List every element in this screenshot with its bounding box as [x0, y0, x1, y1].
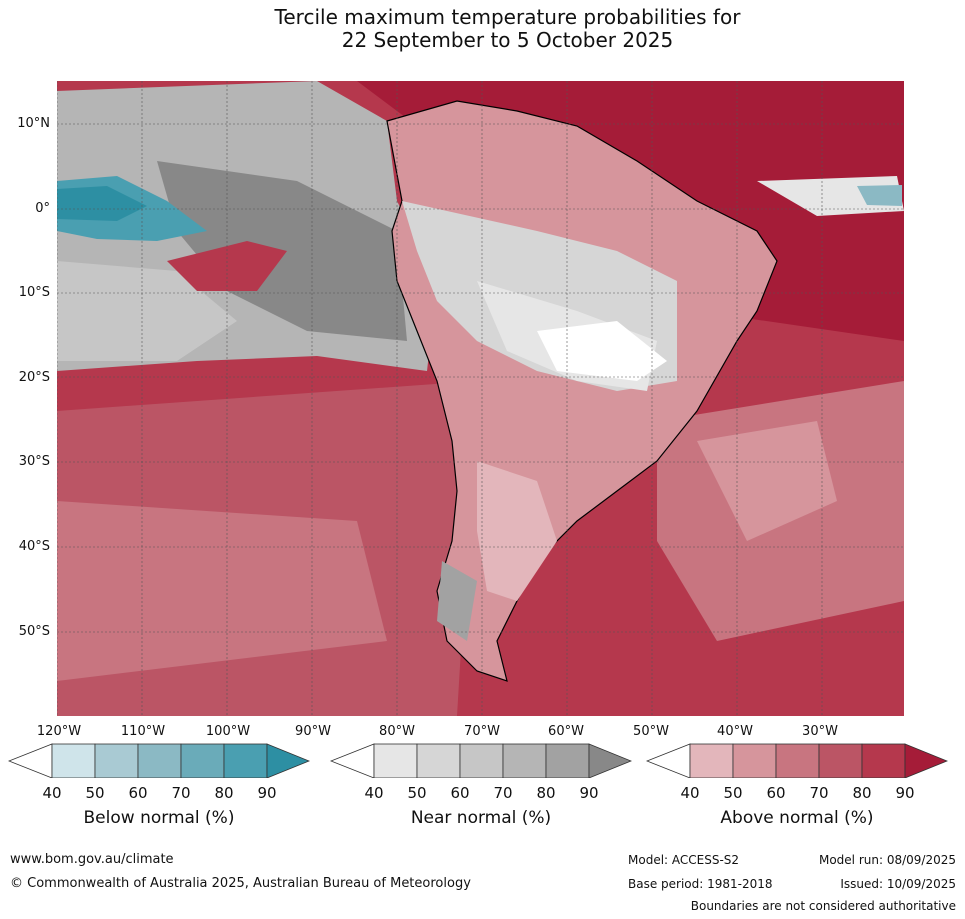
- lon-label-40w: 40°W: [717, 724, 753, 739]
- below-normal-core-zone: [57, 186, 147, 221]
- lat-label-20s: 20°S: [18, 370, 50, 385]
- south-pacific-light-zone: [57, 501, 387, 681]
- colorbar-segment: [545, 743, 590, 778]
- patagonia-light-zone: [477, 461, 557, 601]
- lon-label-50w: 50°W: [633, 724, 669, 739]
- colorbar-segment: [373, 743, 418, 778]
- legend-above-tick: 90: [895, 784, 915, 802]
- colorbar-segment: [732, 743, 777, 778]
- title-line-1: Tercile maximum temperature probabilitie…: [274, 5, 741, 29]
- south-atlantic-light-zone: [697, 421, 837, 541]
- colorbar-segment: [51, 743, 96, 778]
- legend-above-tick: 70: [809, 784, 829, 802]
- colorbar-segment: [775, 743, 820, 778]
- colorbar-extend-low: [330, 743, 375, 778]
- lon-label-80w: 80°W: [379, 724, 415, 739]
- lon-label-70w: 70°W: [464, 724, 500, 739]
- legend-above-tick: 40: [680, 784, 700, 802]
- legend-near-tick: 80: [536, 784, 556, 802]
- colorbar-above-normal: [646, 743, 948, 778]
- legend-above-tick: 60: [766, 784, 786, 802]
- footer-disclaimer: Boundaries are not considered authoritat…: [690, 899, 956, 913]
- graticule: [57, 81, 904, 716]
- legend-near-tick: 60: [450, 784, 470, 802]
- legend-below-tick: 90: [257, 784, 277, 802]
- patagonia-grey-zone: [437, 561, 477, 641]
- lon-label-30w: 30°W: [802, 724, 838, 739]
- colorbar-segment: [137, 743, 182, 778]
- colorbar-segment: [94, 743, 139, 778]
- colorbar-extend-high: [588, 743, 632, 778]
- footer-model: Model: ACCESS-S2: [628, 853, 740, 867]
- footer-copyright: © Commonwealth of Australia 2025, Austra…: [10, 876, 471, 891]
- legend-title-above-normal: Above normal (%): [720, 808, 874, 828]
- legend-near-tick: 40: [364, 784, 384, 802]
- neutral-zone: [537, 321, 667, 381]
- colorbar-segment: [818, 743, 863, 778]
- lon-label-60w: 60°W: [548, 724, 584, 739]
- colorbar-segment: [223, 743, 268, 778]
- legend-near-tick: 50: [407, 784, 427, 802]
- map-title: Tercile maximum temperature probabilitie…: [0, 6, 965, 52]
- lat-label-30s: 30°S: [18, 454, 50, 469]
- colorbar-extend-low: [8, 743, 53, 778]
- lat-label-10n: 10°N: [17, 116, 50, 131]
- lon-label-110w: 110°W: [120, 724, 166, 739]
- title-line-2: 22 September to 5 October 2025: [341, 28, 674, 52]
- legend-title-near-normal: Near normal (%): [410, 808, 552, 828]
- colorbar-segment: [689, 743, 734, 778]
- lat-label-50s: 50°S: [18, 624, 50, 639]
- colorbar-segment: [502, 743, 547, 778]
- colorbar-extend-high: [266, 743, 310, 778]
- legend-above-tick: 80: [852, 784, 872, 802]
- lat-label-0: 0°: [35, 201, 50, 216]
- lat-label-40s: 40°S: [18, 539, 50, 554]
- footer-base-period: Base period: 1981-2018: [628, 877, 773, 891]
- legend-below-tick: 70: [171, 784, 191, 802]
- legend-above-normal: [646, 740, 948, 778]
- colorbar-segment: [861, 743, 906, 778]
- legend-below-tick: 60: [128, 784, 148, 802]
- colorbar-segment: [416, 743, 461, 778]
- lat-label-10s: 10°S: [18, 285, 50, 300]
- legend-near-tick: 70: [493, 784, 513, 802]
- legend-near-normal: [330, 740, 632, 778]
- colorbar-below-normal: [8, 743, 310, 778]
- probability-map: [57, 81, 904, 716]
- legend-below-normal: [8, 740, 310, 778]
- lon-label-120w: 120°W: [36, 724, 82, 739]
- legend-title-below-normal: Below normal (%): [83, 808, 235, 828]
- colorbar-segment: [459, 743, 504, 778]
- colorbar-extend-high: [904, 743, 948, 778]
- footer-model-run: Model run: 08/09/2025: [818, 853, 956, 867]
- legend-below-tick: 50: [85, 784, 105, 802]
- atlantic-below-normal-patch: [857, 185, 902, 206]
- map-canvas: [57, 81, 904, 716]
- legend-near-tick: 90: [579, 784, 599, 802]
- colorbar-extend-low: [646, 743, 691, 778]
- colorbar-near-normal: [330, 743, 632, 778]
- lon-label-100w: 100°W: [205, 724, 251, 739]
- footer-url[interactable]: www.bom.gov.au/climate: [10, 852, 174, 867]
- lon-label-90w: 90°W: [295, 724, 331, 739]
- legend-below-tick: 40: [42, 784, 62, 802]
- footer-issued: Issued: 10/09/2025: [840, 877, 956, 891]
- colorbar-segment: [180, 743, 225, 778]
- legend-above-tick: 50: [723, 784, 743, 802]
- legend-below-tick: 80: [214, 784, 234, 802]
